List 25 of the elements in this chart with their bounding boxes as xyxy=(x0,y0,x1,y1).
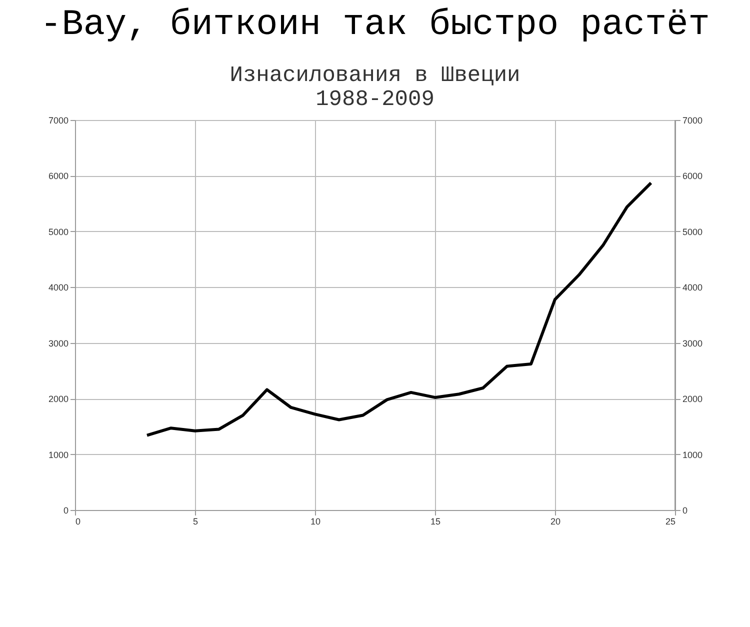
y2-tick-label: 1000 xyxy=(682,450,703,460)
y2-tick-label: 4000 xyxy=(682,282,703,293)
y2-tick-label: 7000 xyxy=(682,116,703,126)
y-tick-label: 0 xyxy=(63,506,68,516)
y2-tick-label: 3000 xyxy=(682,338,703,348)
y2-tick-label: 2000 xyxy=(682,394,703,404)
y-tick-label: 3000 xyxy=(48,338,68,348)
y-tick-label: 2000 xyxy=(48,394,68,404)
line-series xyxy=(146,181,652,437)
x-tick-label: 0 xyxy=(76,516,81,526)
chart-subtitle: Изнасилования в Швеции 1988-2009 xyxy=(230,63,520,112)
x-tick-label: 10 xyxy=(310,516,321,526)
y-tick-label: 7000 xyxy=(48,116,68,126)
x-tick-label: 20 xyxy=(550,516,561,526)
y2-tick-label: 6000 xyxy=(682,171,703,182)
y-tick-label: 6000 xyxy=(48,171,68,182)
y2-tick-label: 5000 xyxy=(682,226,703,237)
y-tick-label: 1000 xyxy=(48,450,68,460)
x-tick-label: 25 xyxy=(665,516,676,526)
x-tick-label: 5 xyxy=(192,516,198,526)
y2-tick-label: 0 xyxy=(682,506,688,516)
y-tick-label: 4000 xyxy=(48,282,68,293)
chart-title: -Вау, биткоин так быстро растёт xyxy=(40,4,710,45)
y-tick-label: 5000 xyxy=(48,226,68,237)
x-tick-label: 15 xyxy=(430,516,441,526)
